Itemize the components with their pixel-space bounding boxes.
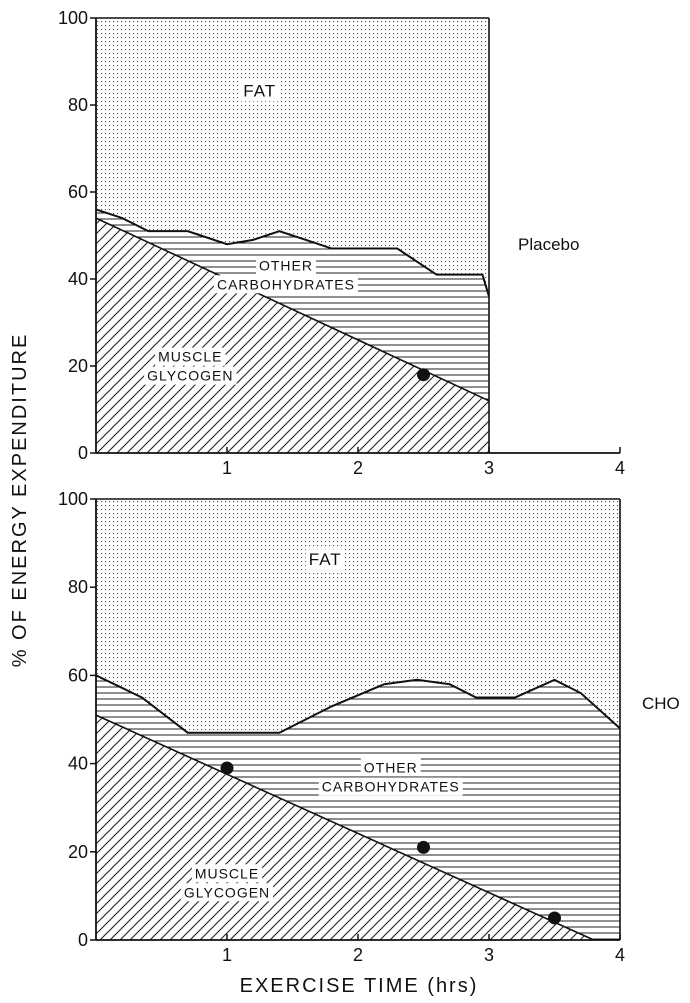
cho-other-label-line2-backing — [318, 777, 463, 796]
cho-other-label-line1-backing — [360, 758, 421, 777]
cho-fat-label: FAT — [309, 550, 342, 569]
cho-y-tick-label: 0 — [78, 930, 88, 950]
cho-data-point — [548, 911, 561, 925]
cho-muscle-glycogen-line — [95, 714, 595, 941]
placebo-y-tick-label: 100 — [58, 8, 88, 28]
cho-x-tick-label: 3 — [484, 945, 494, 965]
placebo-other-label-line1-backing — [255, 256, 316, 275]
cho-y-tick-label: 40 — [68, 754, 88, 774]
placebo-y-tick-label: 80 — [68, 95, 88, 115]
cho-data-point — [220, 761, 234, 775]
cho-condition-label: CHO — [642, 694, 680, 713]
placebo-muscle-label-line2: GLYCOGEN — [147, 368, 233, 384]
cho-y-tick-label: 100 — [58, 489, 88, 509]
cho-x-tick-label: 4 — [615, 945, 625, 965]
cho-muscle-label-line2-backing — [180, 883, 274, 902]
placebo-y-tick-label: 0 — [78, 443, 88, 463]
placebo-y-tick-label: 20 — [68, 356, 88, 376]
cho-y-tick-label: 80 — [68, 577, 88, 597]
placebo-other-carbohydrates-line — [95, 208, 490, 297]
cho-y-tick-label: 60 — [68, 665, 88, 685]
placebo-other-carbohydrates-area — [96, 209, 489, 401]
placebo-x-tick-label: 3 — [484, 458, 494, 478]
placebo-muscle-label-line1-backing — [155, 347, 226, 366]
cho-muscle-label-line1-backing — [191, 864, 263, 883]
placebo-x-tick-label: 2 — [353, 458, 363, 478]
placebo-other-label-line2-backing — [213, 275, 358, 294]
cho-other-label-line2: CARBOHYDRATES — [322, 778, 460, 794]
x-axis-title: EXERCISE TIME (hrs) — [240, 975, 479, 997]
cho-data-point — [417, 840, 430, 854]
placebo-fat-label-backing — [240, 80, 280, 102]
cho-y-tick-label: 20 — [68, 842, 88, 862]
cho-muscle-label-line1: MUSCLE — [195, 865, 259, 881]
panel-placebo: 0 20 40 60 80 100 1 2 3 4 FAT OTHER CARBOHYDRATES MUS… — [58, 8, 625, 478]
placebo-muscle-glycogen-area — [96, 218, 489, 453]
cho-fat-area — [96, 499, 620, 733]
placebo-fat-label: FAT — [243, 81, 276, 100]
cho-other-carbohydrates-area — [96, 675, 620, 940]
placebo-other-label-line1: OTHER — [259, 257, 313, 273]
placebo-fat-area — [96, 18, 489, 297]
placebo-y-tick-label: 60 — [68, 182, 88, 202]
cho-other-label-line1: OTHER — [364, 759, 418, 775]
cho-fat-label-backing — [305, 549, 345, 571]
placebo-condition-label: Placebo — [518, 235, 579, 254]
placebo-other-label-line2: CARBOHYDRATES — [217, 276, 355, 292]
cho-x-tick-label: 2 — [353, 945, 363, 965]
y-axis-title: % OF ENERGY EXPENDITURE — [9, 333, 31, 668]
placebo-muscle-label-line2-backing — [144, 366, 237, 385]
placebo-x-tick-label: 4 — [615, 458, 625, 478]
placebo-y-tick-label: 40 — [68, 269, 88, 289]
cho-x-tick-label: 1 — [222, 945, 232, 965]
cho-other-carbohydrates-line — [95, 674, 621, 734]
cho-muscle-label-line2: GLYCOGEN — [184, 884, 270, 900]
placebo-x-tick-label: 1 — [222, 458, 232, 478]
panel-cho: 0 20 40 60 80 100 1 2 3 4 FAT OTHER CARBOHYDRATES MUS… — [58, 489, 680, 965]
placebo-muscle-label-line1: MUSCLE — [158, 349, 222, 365]
placebo-data-point — [417, 368, 430, 382]
